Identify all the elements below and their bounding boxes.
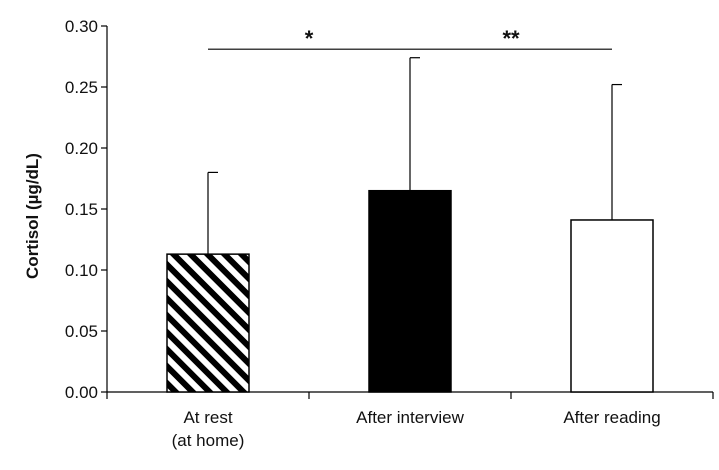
y-tick-label: 0.25 <box>65 78 98 97</box>
significance-marker: * <box>305 26 314 51</box>
bar <box>570 219 654 393</box>
x-category-label-line: After reading <box>563 408 660 427</box>
x-category-label: After interview <box>356 408 464 427</box>
significance-brackets: * ** <box>208 26 612 51</box>
bar <box>368 189 452 393</box>
y-tick-label: 0.20 <box>65 139 98 158</box>
bars <box>166 57 654 393</box>
x-category-label-line: After interview <box>356 408 464 427</box>
x-category-label: After reading <box>563 408 660 427</box>
y-axis-title: Cortisol (µg/dL) <box>23 153 42 279</box>
axes: 0.00 0.05 0.10 0.15 0.20 0.25 0.30 At rest (at h… <box>65 17 714 450</box>
x-category-label-line: (at home) <box>172 431 245 450</box>
x-category-label: At rest (at home) <box>172 408 245 450</box>
x-category-label-line: At rest <box>183 408 232 427</box>
bar <box>166 253 250 393</box>
y-tick-label: 0.05 <box>65 322 98 341</box>
y-tick-label: 0.15 <box>65 200 98 219</box>
significance-marker: ** <box>502 26 520 51</box>
y-tick-label: 0.00 <box>65 383 98 402</box>
y-tick-label: 0.30 <box>65 17 98 36</box>
y-tick-label: 0.10 <box>65 261 98 280</box>
